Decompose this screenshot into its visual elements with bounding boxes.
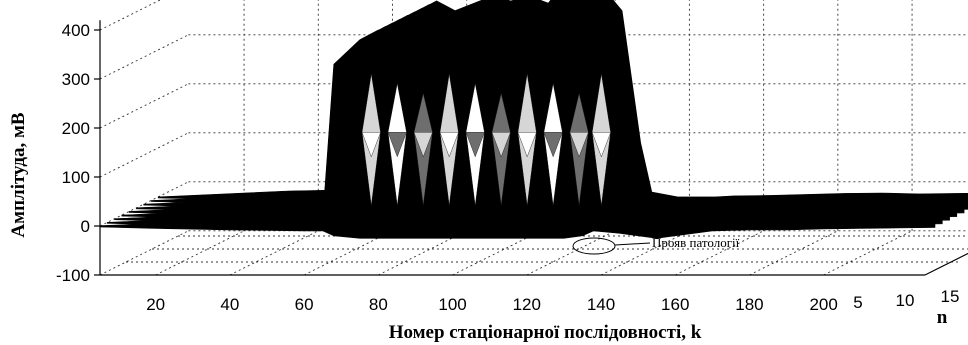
n-axis-title: n — [937, 307, 948, 328]
y-tick-label: -100 — [56, 266, 90, 285]
y-axis-title: Амплітуда, мВ — [8, 112, 29, 237]
surface-highlight — [543, 132, 563, 158]
x-tick-label: 160 — [661, 295, 689, 314]
surface-highlight — [439, 132, 459, 158]
y-tick-label: 300 — [62, 70, 90, 89]
grid-line-floor — [600, 230, 690, 276]
grid-line-side — [99, 34, 189, 80]
surface-plot — [99, 0, 968, 239]
grid-line-floor — [749, 230, 839, 276]
surface-highlight — [491, 132, 511, 158]
x-tick-label: 60 — [295, 295, 314, 314]
x-tick-label: 20 — [146, 295, 165, 314]
grid-line-floor — [155, 230, 245, 276]
n-tick-label: 5 — [853, 293, 862, 312]
n-tick-label: 15 — [941, 287, 960, 306]
annotation-label: Прояв патології — [652, 235, 740, 250]
y-tick-label: 400 — [62, 21, 90, 40]
grid-line-floor — [378, 230, 467, 276]
y-axis-ticks: 400 300 200 100 0 -100 — [56, 21, 100, 285]
x-tick-label: 200 — [809, 295, 837, 314]
surface-highlight — [465, 132, 485, 158]
x-tick-label: 100 — [438, 295, 466, 314]
surface-highlight — [517, 132, 537, 158]
surface-highlight — [361, 132, 381, 158]
annotation-leader — [614, 242, 651, 246]
n-axis-ticks: 5 10 15 — [853, 287, 959, 312]
grid-line-floor — [452, 230, 542, 276]
pathology-marker — [572, 237, 616, 255]
x-tick-label: 180 — [735, 295, 763, 314]
grid-line-side — [99, 0, 162, 31]
surface-front-edge — [99, 215, 936, 227]
x-tick-label: 140 — [587, 295, 615, 314]
annotation: Прояв патології — [572, 235, 740, 255]
x-tick-label: 40 — [220, 295, 239, 314]
grid-line-floor — [526, 230, 616, 276]
surface-band — [99, 17, 936, 239]
grid-line-floor — [675, 230, 764, 276]
n-tick-label: 10 — [896, 291, 915, 310]
surface-highlight — [591, 132, 611, 158]
y-tick-label: 100 — [62, 168, 90, 187]
y-tick-label: 200 — [62, 119, 90, 138]
x-tick-label: 80 — [369, 295, 388, 314]
grid-line-floor — [303, 230, 393, 276]
grid — [99, 0, 968, 276]
grid-line-floor — [823, 230, 913, 276]
y-tick-label: 0 — [81, 217, 90, 236]
surface-highlight — [387, 132, 407, 158]
surface-highlight — [413, 132, 433, 158]
x-axis-title: Номер стаціонарної послідовності, k — [389, 322, 702, 343]
x-axis-ticks: 20 40 60 80 100 120 140 160 180 200 — [146, 295, 838, 314]
grid-line-floor — [229, 230, 319, 276]
n-axis-line — [924, 252, 968, 276]
grid-line-side — [99, 132, 189, 178]
x-tick-label: 120 — [513, 295, 541, 314]
grid-line-side — [99, 83, 189, 129]
grid-line-side — [99, 230, 189, 276]
axes — [99, 20, 968, 276]
surface-highlight — [569, 132, 589, 158]
